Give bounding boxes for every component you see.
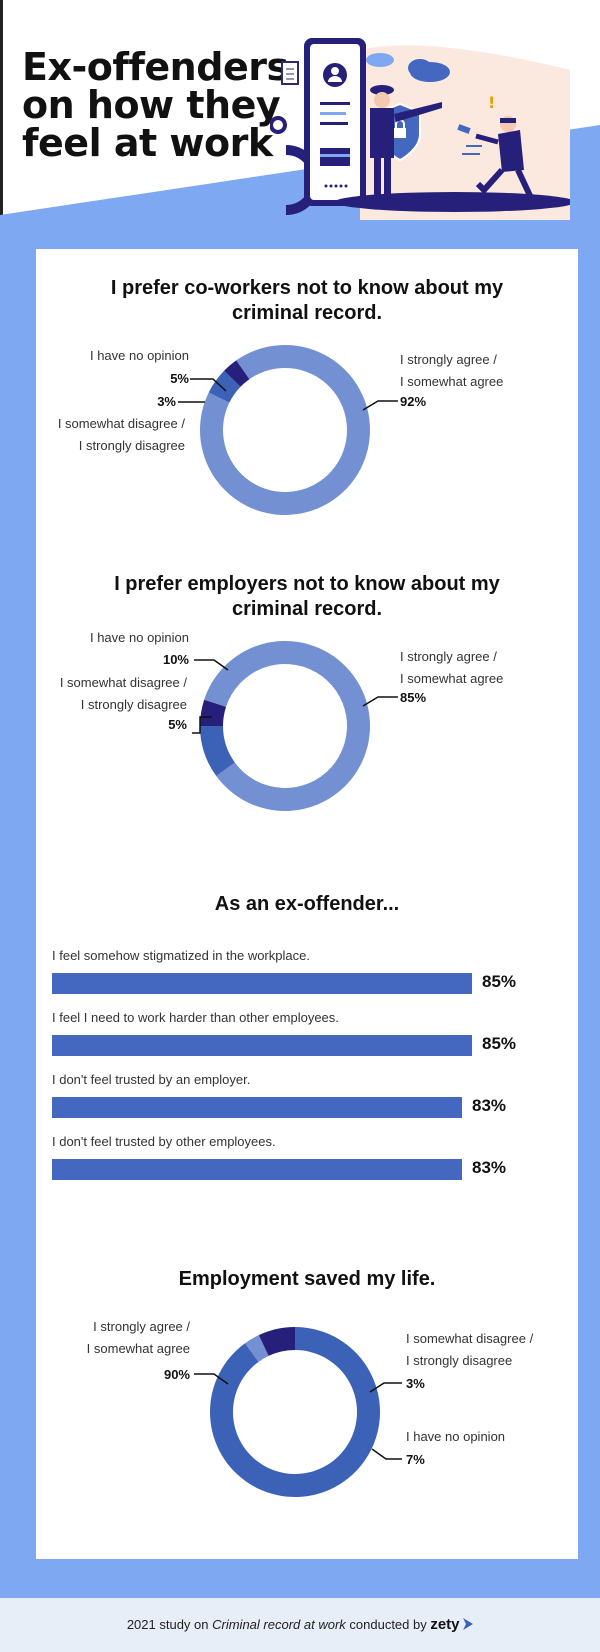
chart1-agree-pct: 92% bbox=[400, 394, 427, 409]
cloud-icon bbox=[366, 53, 450, 82]
chart4-slice-2 bbox=[245, 1335, 269, 1362]
title-line-1: Ex-offenders bbox=[22, 45, 289, 89]
chart2-disagree-label: I somewhat disagree / I strongly disagre… bbox=[20, 672, 187, 716]
chart1-title: I prefer co-workers not to know about my… bbox=[36, 276, 578, 326]
document-icon bbox=[281, 61, 299, 85]
chart2-disagree-line-2: I strongly disagree bbox=[80, 697, 187, 712]
bar-label-3: I don't feel trusted by an employer. bbox=[52, 1072, 251, 1087]
footer-credit: 2021 study on Criminal record at work co… bbox=[0, 1616, 600, 1633]
chart1-disagree-pct: 3% bbox=[157, 394, 176, 409]
bar-value-4: 83% bbox=[472, 1158, 507, 1177]
chart4-donut bbox=[209, 1327, 380, 1497]
chart1-agree-line-2: I somewhat agree bbox=[400, 374, 504, 389]
footer-study-name: Criminal record at work bbox=[212, 1617, 346, 1632]
chart4-disagree-line-2: I strongly disagree bbox=[406, 1353, 513, 1368]
illustration-backdrop bbox=[360, 45, 570, 220]
chart2-agree-label: I strongly agree / I somewhat agree bbox=[400, 646, 503, 690]
title-line-2: on how they bbox=[22, 83, 281, 127]
chart2-title-line-2: criminal record. bbox=[231, 598, 383, 620]
chart4-noop-label: I have no opinion bbox=[406, 1429, 506, 1444]
chart1-agree-label: I strongly agree / I somewhat agree bbox=[400, 349, 503, 393]
chart2-noop-pct: 10% bbox=[162, 652, 189, 667]
chart1-agree-line-1: I strongly agree / bbox=[400, 352, 497, 367]
chart4-disagree-pct: 3% bbox=[406, 1376, 425, 1391]
chart4-agree-line-2: I somewhat agree bbox=[86, 1341, 190, 1356]
footer-suffix: conducted by bbox=[345, 1617, 431, 1632]
chart1-title-line-2: criminal record. bbox=[231, 302, 383, 324]
header: Ex-offenders on how they feel at work bbox=[0, 0, 600, 240]
chart1-disagree-line-1: I somewhat disagree / bbox=[57, 416, 185, 431]
chart4-slice-1 bbox=[209, 1327, 380, 1497]
chart4-slice-3 bbox=[258, 1327, 295, 1356]
left-border bbox=[0, 0, 3, 240]
chart4-disagree-label: I somewhat disagree / I strongly disagre… bbox=[406, 1328, 533, 1372]
chart2-noop-label: I have no opinion bbox=[89, 630, 189, 645]
footer-prefix: 2021 study on bbox=[126, 1617, 213, 1632]
chart1-noop-pct: 5% bbox=[170, 371, 189, 386]
bar-1 bbox=[52, 973, 472, 994]
police-officer-icon bbox=[370, 85, 442, 198]
bar-2 bbox=[52, 1035, 472, 1056]
bar-4 bbox=[52, 1159, 462, 1180]
chart1-disagree-line-2: I strongly disagree bbox=[78, 438, 185, 453]
chart4-agree-label: I strongly agree / I somewhat agree bbox=[40, 1316, 190, 1360]
chart2-disagree-line-1: I somewhat disagree / bbox=[59, 675, 187, 690]
chart4-disagree-line-1: I somewhat disagree / bbox=[406, 1331, 534, 1346]
chart4-agree-pct: 90% bbox=[163, 1367, 190, 1382]
chart4-agree-line-1: I strongly agree / bbox=[93, 1319, 190, 1334]
header-illustration: ! bbox=[270, 38, 570, 220]
chart1-donut bbox=[200, 345, 370, 515]
chart2-donut bbox=[200, 641, 370, 811]
footer: 2021 study on Criminal record at work co… bbox=[0, 1598, 600, 1652]
chart2-title-line-1: I prefer employers not to know about my bbox=[114, 573, 500, 595]
chart1-noop-label: I have no opinion bbox=[89, 348, 189, 363]
page-title: Ex-offenders on how they feel at work bbox=[22, 48, 289, 162]
chart2-agree-line-2: I somewhat agree bbox=[400, 671, 504, 686]
chart1-disagree-label: I somewhat disagree / I strongly disagre… bbox=[20, 413, 185, 457]
chart2-slice-2 bbox=[200, 726, 235, 776]
bar-value-3: 83% bbox=[472, 1096, 507, 1115]
chart2-title: I prefer employers not to know about my … bbox=[36, 572, 578, 622]
bar-value-2: 85% bbox=[482, 1034, 517, 1053]
chart2-agree-line-1: I strongly agree / bbox=[400, 649, 497, 664]
bar-label-1: I feel somehow stigmatized in the workpl… bbox=[52, 948, 310, 963]
bar-value-1: 85% bbox=[482, 972, 517, 991]
chart1-slice-3 bbox=[224, 360, 250, 387]
chart2-slice-1 bbox=[204, 641, 370, 811]
phone-icon bbox=[304, 38, 366, 206]
bar-label-2: I feel I need to work harder than other … bbox=[52, 1010, 339, 1025]
svg-text:!: ! bbox=[488, 93, 495, 112]
chart2-disagree-pct: 5% bbox=[168, 717, 187, 732]
chart4-noop-pct: 7% bbox=[406, 1452, 425, 1467]
chart3-title: As an ex-offender... bbox=[214, 893, 400, 915]
chart2-agree-pct: 85% bbox=[400, 690, 427, 705]
title-line-3: feel at work bbox=[22, 121, 273, 165]
alert-icon: ! bbox=[488, 93, 495, 112]
chart1-title-line-1: I prefer co-workers not to know about my bbox=[110, 277, 504, 299]
chart4-title: Employment saved my life. bbox=[178, 1268, 436, 1290]
brand-logo: zety bbox=[430, 1616, 460, 1633]
brand-arrow-icon bbox=[463, 1618, 474, 1630]
bar-label-4: I don't feel trusted by other employees. bbox=[52, 1134, 276, 1149]
ground-shadow bbox=[335, 192, 570, 212]
bar-3 bbox=[52, 1097, 462, 1118]
